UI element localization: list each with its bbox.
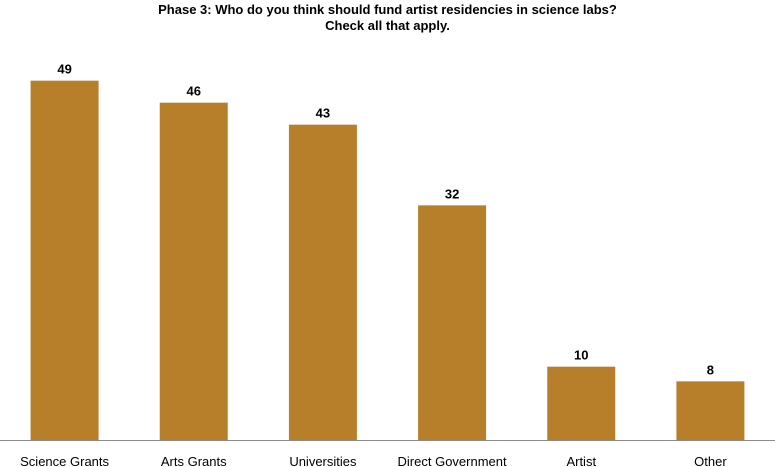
value-label: 10 <box>574 348 588 363</box>
x-tick-label: Other <box>694 454 727 467</box>
x-tick-label: Direct Government <box>398 454 507 467</box>
bar-direct-government <box>418 205 487 440</box>
bar-arts-grants <box>159 102 228 441</box>
chart-subtitle: Check all that apply. <box>325 18 450 33</box>
chart-title: Phase 3: Who do you think should fund ar… <box>0 2 775 34</box>
value-label: 32 <box>445 186 459 201</box>
x-tick-label: Arts Grants <box>161 454 227 467</box>
value-label: 46 <box>187 84 201 99</box>
chart-title-line1: Phase 3: Who do you think should fund ar… <box>158 2 617 17</box>
value-label: 43 <box>316 106 330 121</box>
x-tick-label: Science Grants <box>20 454 109 467</box>
value-labels-group: 49 46 43 32 10 8 <box>57 62 714 378</box>
bar-science-grants <box>30 80 99 441</box>
value-label: 8 <box>707 362 714 377</box>
tick-labels-group: Science Grants Arts Grants Universities Dir… <box>20 454 727 467</box>
bar-other <box>676 381 745 440</box>
bar-universities <box>288 124 357 441</box>
bars-group <box>30 80 745 441</box>
bar-artist <box>547 366 616 440</box>
x-tick-label: Universities <box>289 454 357 467</box>
x-tick-label: Artist <box>566 454 596 467</box>
value-label: 49 <box>57 62 71 77</box>
